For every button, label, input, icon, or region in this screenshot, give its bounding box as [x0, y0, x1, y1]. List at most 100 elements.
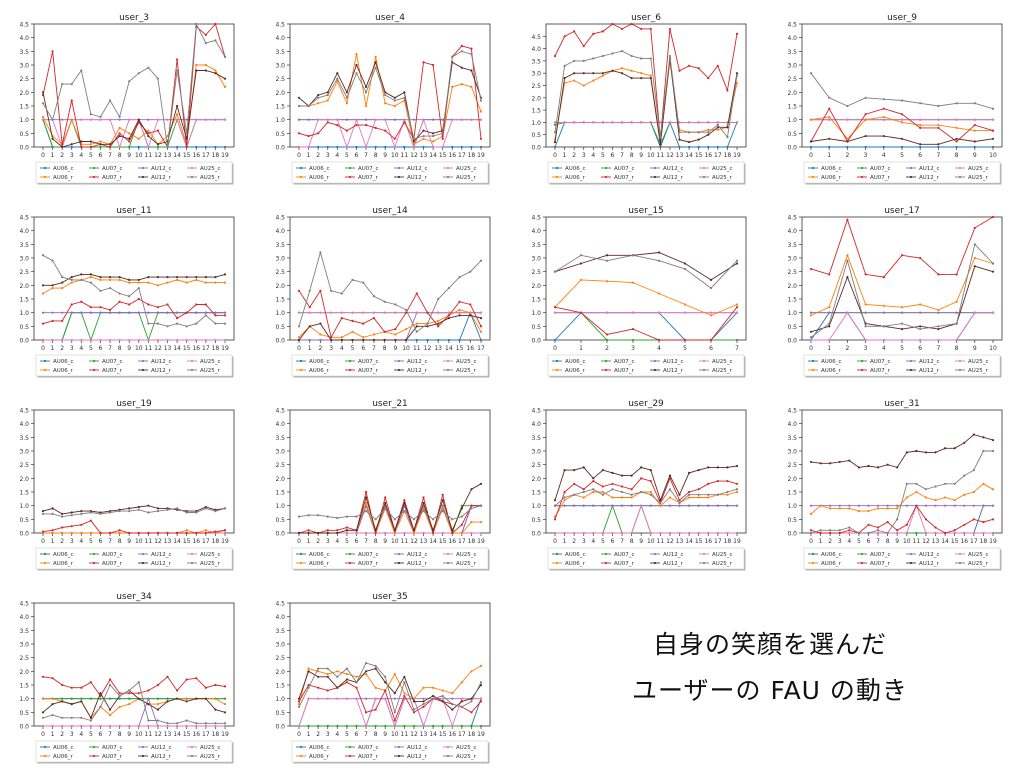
data-point-AU12_r [412, 529, 416, 532]
data-point-AU07_r [223, 529, 227, 532]
data-point-AU07_r [372, 317, 376, 320]
legend-marker-AU07_c [92, 552, 96, 556]
data-point-AU07_r [99, 306, 102, 309]
data-point-AU25_r [326, 515, 329, 518]
x-tick-label: 18 [468, 538, 476, 545]
legend-label-AU12_c: AU12_c [407, 745, 428, 751]
data-point-AU12_c [963, 504, 966, 507]
chart-svg: user_30.00.51.01.52.02.53.03.54.04.50 1 2 3… [19, 13, 235, 185]
legend-marker-AU25_r [702, 368, 706, 372]
data-point-AU06_r [70, 281, 73, 284]
data-point-AU12_r [204, 276, 207, 279]
data-point-AU12_r [470, 488, 473, 491]
data-point-AU07_r [156, 306, 160, 309]
y-tick-label: 4.5 [787, 215, 797, 222]
y-tick-label: 3.0 [275, 642, 285, 649]
data-point-AU07_r [214, 530, 217, 533]
x-tick-label: 16 [448, 152, 456, 159]
data-point-AU07_r [108, 531, 112, 535]
data-point-AU12_c [185, 118, 188, 121]
data-point-AU06_r [582, 84, 585, 87]
data-point-AU07_r [553, 518, 557, 521]
legend-box [35, 354, 233, 377]
series-line-AU06_c [811, 505, 993, 534]
legend-marker-AU25_c [702, 552, 706, 556]
data-point-AU25_r [214, 322, 217, 325]
x-tick-label: 9 [895, 538, 899, 545]
legend-box [35, 547, 233, 570]
data-point-AU12_r [41, 510, 45, 513]
data-point-AU25_r [919, 102, 922, 105]
x-tick-label: 14 [685, 152, 693, 159]
chart-panel-user-14: user_14 0.0 0.5 1.0 1.5 2.0 2.5 3.0 3.5 4.0 4.5 0 1 2… [256, 201, 512, 395]
x-tick-label: 15 [439, 152, 447, 159]
chart-svg: user_190.00.51.01.52.02.53.03.54.04.50 1 2… [19, 399, 235, 571]
data-point-AU12_r [479, 482, 483, 485]
data-point-AU12_r [326, 531, 329, 535]
data-point-AU06_c [137, 145, 140, 149]
data-point-AU25_r [882, 98, 885, 101]
data-point-AU07_r [479, 325, 483, 328]
data-point-AU12_r [70, 703, 73, 706]
data-point-AU25_c [592, 531, 595, 535]
x-tick-label: 16 [192, 731, 200, 738]
data-point-AU07_r [147, 689, 150, 692]
legend-marker-AU25_c [958, 552, 962, 556]
data-point-AU07_r [351, 319, 354, 322]
data-point-AU06_r [412, 531, 416, 535]
data-point-AU12_r [41, 91, 45, 94]
data-point-AU12_c [441, 504, 444, 507]
x-tick-label: 1 [307, 152, 311, 159]
data-point-AU06_r [297, 336, 301, 339]
legend-label-AU12_c: AU12_c [663, 552, 684, 558]
data-point-AU12_r [223, 711, 227, 714]
data-point-AU25_r [809, 531, 813, 535]
series-line-AU25_r [299, 50, 482, 140]
y-tick-label: 2.0 [787, 283, 797, 290]
legend-box [35, 161, 233, 184]
data-point-AU12_r [297, 338, 301, 342]
y-tick-label: 3.0 [531, 449, 541, 456]
data-point-AU12_c [61, 118, 64, 121]
x-tick-label: 14 [685, 538, 693, 545]
data-point-AU07_r [422, 705, 425, 708]
y-tick-label: 3.5 [787, 242, 797, 249]
y-tick-label: 0.0 [275, 338, 285, 345]
data-point-AU12_r [61, 700, 64, 703]
data-point-AU25_c [185, 338, 188, 342]
y-tick-label: 0.5 [19, 131, 29, 138]
data-point-AU25_r [953, 482, 956, 485]
data-point-AU25_r [470, 52, 473, 56]
data-point-AU07_r [991, 518, 995, 521]
data-point-AU25_r [991, 449, 995, 453]
y-tick-label: 1.0 [787, 310, 797, 317]
data-point-AU25_r [848, 526, 851, 529]
data-point-AU12_c [118, 118, 121, 121]
plot-frame [545, 409, 747, 534]
data-point-AU12_r [422, 700, 425, 703]
data-point-AU06_r [355, 675, 358, 678]
data-point-AU12_r [80, 510, 83, 513]
data-point-AU06_r [437, 319, 440, 322]
data-point-AU07_r [118, 529, 121, 532]
data-point-AU25_r [479, 259, 483, 262]
x-tick-label: 7 [735, 345, 739, 352]
data-point-AU06_r [89, 143, 92, 146]
data-point-AU07_r [582, 488, 585, 491]
x-tick-label: 2 [318, 345, 322, 352]
data-point-AU06_r [432, 686, 435, 689]
legend-label-AU06_r: AU06_r [565, 175, 586, 181]
legend-marker-AU06_c [43, 552, 47, 556]
data-point-AU25_c [297, 311, 301, 314]
x-tick-label: 5 [89, 345, 93, 352]
data-point-AU07_r [70, 525, 73, 528]
data-point-AU25_c [479, 697, 483, 700]
data-point-AU25_r [61, 716, 64, 719]
series-line-AU06_r [554, 491, 738, 517]
data-point-AU25_c [128, 118, 131, 121]
legend-marker-AU07_c [604, 166, 608, 170]
x-tick-label: 17 [458, 731, 466, 738]
data-point-AU07_r [919, 126, 922, 129]
data-point-AU25_c [330, 311, 333, 314]
plot-frame [33, 602, 235, 727]
